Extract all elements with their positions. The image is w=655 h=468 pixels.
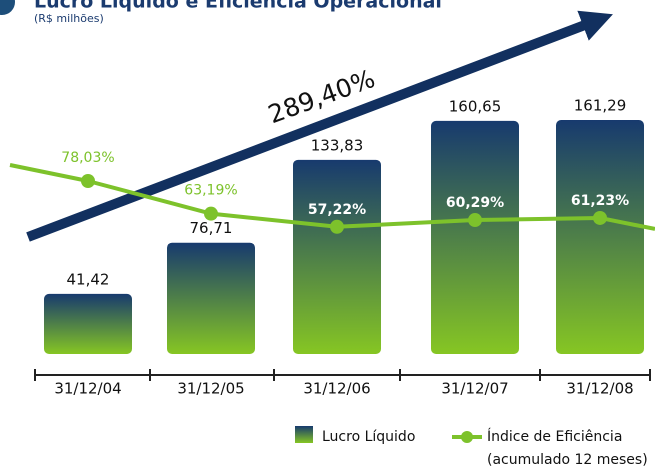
line-marker — [204, 206, 218, 221]
data-label: 63,19% — [184, 183, 237, 199]
legend-note: (acumulado 12 meses) — [487, 452, 648, 468]
line-marker — [81, 174, 95, 188]
x-tick-label: 31/12/08 — [566, 380, 633, 398]
line-extension — [9, 163, 89, 183]
x-tick-label: 31/12/04 — [54, 380, 121, 398]
logo — [0, 0, 15, 15]
data-label: 78,03% — [61, 150, 114, 166]
subtitle: (R$ milhões) — [34, 12, 104, 25]
data-label: 57,22% — [308, 202, 366, 218]
data-label: 160,65 — [449, 97, 502, 115]
bar — [167, 242, 255, 354]
data-label: 61,23% — [571, 193, 629, 209]
data-label: 41,42 — [67, 270, 110, 288]
legend-label: Lucro Líquido — [322, 429, 415, 445]
x-tick-label: 31/12/05 — [177, 380, 244, 398]
data-label: 60,29% — [446, 195, 504, 211]
line-marker — [593, 210, 607, 225]
legend-swatch — [295, 426, 313, 443]
chart-title: Lucro Líquido e Eficiência Operacional — [34, 0, 442, 13]
legend-marker — [461, 431, 473, 443]
data-label: 161,29 — [574, 97, 627, 115]
x-tick-label: 31/12/06 — [303, 380, 370, 398]
legend-label: Índice de Eficiência — [487, 428, 622, 445]
line-extension — [599, 215, 655, 231]
bar — [431, 120, 519, 354]
bar — [556, 120, 644, 354]
data-label: 133,83 — [311, 136, 364, 154]
bar — [44, 293, 132, 354]
line-marker — [468, 213, 482, 228]
line-marker — [330, 219, 344, 234]
x-tick-label: 31/12/07 — [441, 380, 508, 398]
bar — [293, 159, 381, 354]
data-label: 76,71 — [190, 219, 233, 237]
annotation: 289,40% — [264, 64, 378, 129]
growth-arrow — [26, 10, 613, 242]
